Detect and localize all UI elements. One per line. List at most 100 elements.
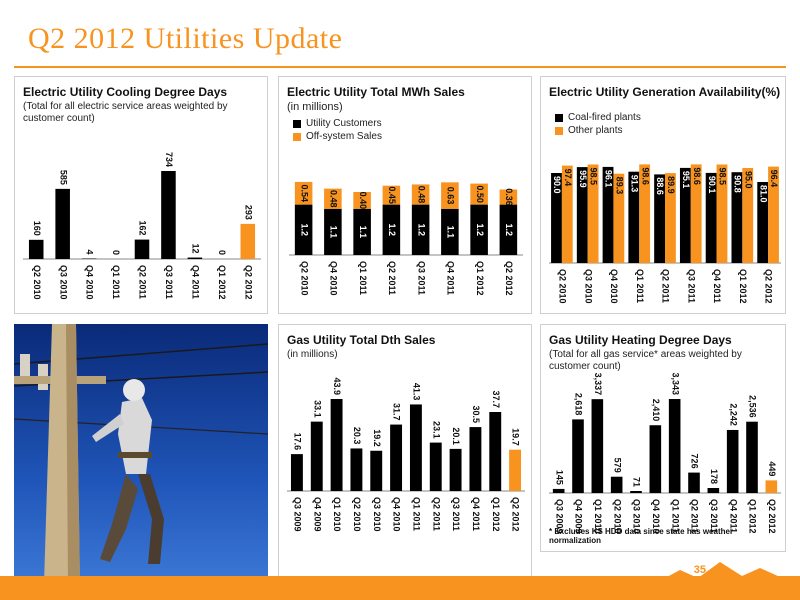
tick-label-1: Q3 2010 bbox=[583, 269, 593, 304]
bar-2 bbox=[330, 399, 343, 491]
data-label-6: 41.3 bbox=[412, 383, 422, 401]
bar-6 bbox=[187, 257, 203, 259]
data-label-1-7: 0.36 bbox=[504, 188, 514, 206]
bar-10 bbox=[489, 411, 502, 491]
bar-9 bbox=[726, 429, 739, 493]
bar-1-7 bbox=[499, 189, 518, 205]
hdd-chart: 145 Q3 2009 2,618 Q4 2009 3,337 Q1 2010 579 Q2 … bbox=[549, 372, 781, 534]
data-label-0-3: 91.3 bbox=[629, 175, 639, 193]
bar-0 bbox=[290, 454, 303, 491]
tick-label-7: Q2 2012 bbox=[504, 261, 514, 296]
gen-legend: Coal-fired plants Other plants bbox=[555, 111, 641, 137]
data-label-5: 734 bbox=[164, 152, 174, 167]
footer-bar bbox=[0, 576, 800, 600]
data-label-1-5: 98.6 bbox=[692, 167, 702, 185]
tick-label-8: Q2 2012 bbox=[764, 269, 774, 304]
bar-6 bbox=[668, 399, 681, 493]
mwh-chart: 1.2 0.54 Q2 2010 1.1 0.48 Q4 2010 1.1 0.40 Q1 20… bbox=[289, 181, 523, 296]
dth-chart: 17.6 Q3 2009 33.1 Q4 2009 43.9 Q1 2010 20.3 Q2 … bbox=[287, 377, 525, 532]
data-label-11: 19.7 bbox=[511, 428, 521, 446]
data-label-4: 71 bbox=[632, 477, 642, 487]
cdd-chart: 160 Q2 2010 585 Q3 2010 4 Q4 2010 0 Q1 2011 162 Q… bbox=[23, 152, 261, 300]
data-label-3: 20.3 bbox=[352, 427, 362, 445]
lineman-photo bbox=[14, 324, 268, 584]
tick-label-1: Q3 2010 bbox=[58, 265, 68, 300]
tick-label-8: Q2 2012 bbox=[243, 265, 253, 300]
tick-label-3: Q2 2010 bbox=[612, 499, 622, 534]
bar-1-0 bbox=[294, 181, 313, 205]
bar-4 bbox=[134, 239, 150, 259]
bar-3 bbox=[610, 476, 623, 493]
tick-label-7: Q2 2011 bbox=[690, 499, 700, 533]
tick-label-6: Q4 2011 bbox=[712, 269, 722, 303]
data-label-1-4: 89.9 bbox=[666, 176, 676, 194]
data-label-9: 2,242 bbox=[728, 403, 738, 426]
data-label-1: 33.1 bbox=[312, 400, 322, 418]
bar-3 bbox=[350, 448, 363, 491]
hdd-panel: Gas Utility Heating Degree Days (Total f… bbox=[540, 324, 786, 552]
bar-1-4 bbox=[411, 184, 430, 205]
data-label-11: 449 bbox=[767, 461, 777, 476]
data-label-0-8: 81.0 bbox=[758, 185, 768, 203]
data-label-0-5: 95.1 bbox=[681, 171, 691, 189]
tick-label-2: Q1 2011 bbox=[358, 261, 368, 295]
data-label-0: 17.6 bbox=[293, 433, 303, 451]
tick-label-5: Q4 2010 bbox=[392, 497, 402, 532]
bar-0-1 bbox=[576, 167, 588, 263]
bar-8 bbox=[449, 448, 462, 491]
data-label-9: 30.5 bbox=[471, 406, 481, 424]
bar-8 bbox=[240, 223, 256, 259]
data-label-0: 145 bbox=[554, 470, 564, 485]
data-label-3: 0 bbox=[111, 250, 121, 255]
bar-0-0 bbox=[551, 173, 562, 263]
bar-1-0 bbox=[561, 165, 573, 263]
tick-label-6: Q1 2012 bbox=[475, 261, 485, 296]
bar-4 bbox=[370, 450, 383, 491]
tick-label-1: Q4 2010 bbox=[329, 261, 339, 296]
data-label-0-3: 1.2 bbox=[387, 224, 397, 237]
gen-title: Electric Utility Generation Availability… bbox=[549, 85, 781, 99]
dth-subtitle: (in millions) bbox=[287, 349, 338, 360]
bar-1 bbox=[572, 419, 584, 493]
bar-1-1 bbox=[587, 164, 599, 263]
lineman-photo-art bbox=[14, 324, 268, 584]
dth-title: Gas Utility Total Dth Sales bbox=[287, 333, 436, 347]
data-label-5: 2,410 bbox=[651, 399, 661, 422]
data-label-10: 2,536 bbox=[748, 395, 758, 418]
data-label-8: 178 bbox=[709, 469, 719, 484]
data-label-1-3: 0.45 bbox=[387, 186, 397, 204]
gen-panel: Electric Utility Generation Availability… bbox=[540, 76, 786, 314]
tick-label-0: Q2 2010 bbox=[558, 269, 568, 304]
tick-label-0: Q2 2010 bbox=[32, 265, 42, 300]
tick-label-3: Q1 2011 bbox=[111, 265, 121, 299]
data-label-5: 31.7 bbox=[392, 403, 402, 421]
bar-1-2 bbox=[353, 192, 371, 209]
tick-label-0: Q3 2009 bbox=[554, 499, 564, 534]
data-label-8: 20.1 bbox=[451, 427, 461, 445]
bar-0-3 bbox=[382, 204, 401, 255]
tick-label-4: Q3 2011 bbox=[416, 261, 426, 295]
data-label-0-1: 95.9 bbox=[578, 170, 588, 188]
bar-0-5 bbox=[679, 167, 691, 263]
data-label-0-6: 90.1 bbox=[707, 176, 717, 194]
cdd-title: Electric Utility Cooling Degree Days bbox=[23, 85, 228, 99]
bar-1-5 bbox=[690, 164, 702, 263]
tick-label-7: Q1 2012 bbox=[738, 269, 748, 304]
tick-label-7: Q2 2011 bbox=[431, 497, 441, 531]
data-label-0-7: 1.2 bbox=[504, 224, 514, 237]
tick-label-6: Q4 2011 bbox=[191, 265, 201, 299]
data-label-0-4: 1.2 bbox=[416, 224, 426, 237]
tick-label-3: Q1 2011 bbox=[635, 269, 645, 303]
bar-2 bbox=[591, 399, 604, 493]
bar-1-5 bbox=[441, 182, 459, 209]
data-label-1-6: 0.50 bbox=[475, 185, 485, 203]
bar-5 bbox=[390, 424, 403, 491]
mwh-subtitle: (in millions) bbox=[287, 101, 343, 113]
bar-1-3 bbox=[639, 164, 651, 263]
data-label-0-2: 96.1 bbox=[604, 170, 614, 188]
bar-0-8 bbox=[757, 182, 769, 263]
bar-1 bbox=[310, 421, 323, 491]
cdd-panel: Electric Utility Cooling Degree Days (To… bbox=[14, 76, 268, 314]
bar-8 bbox=[707, 487, 720, 493]
